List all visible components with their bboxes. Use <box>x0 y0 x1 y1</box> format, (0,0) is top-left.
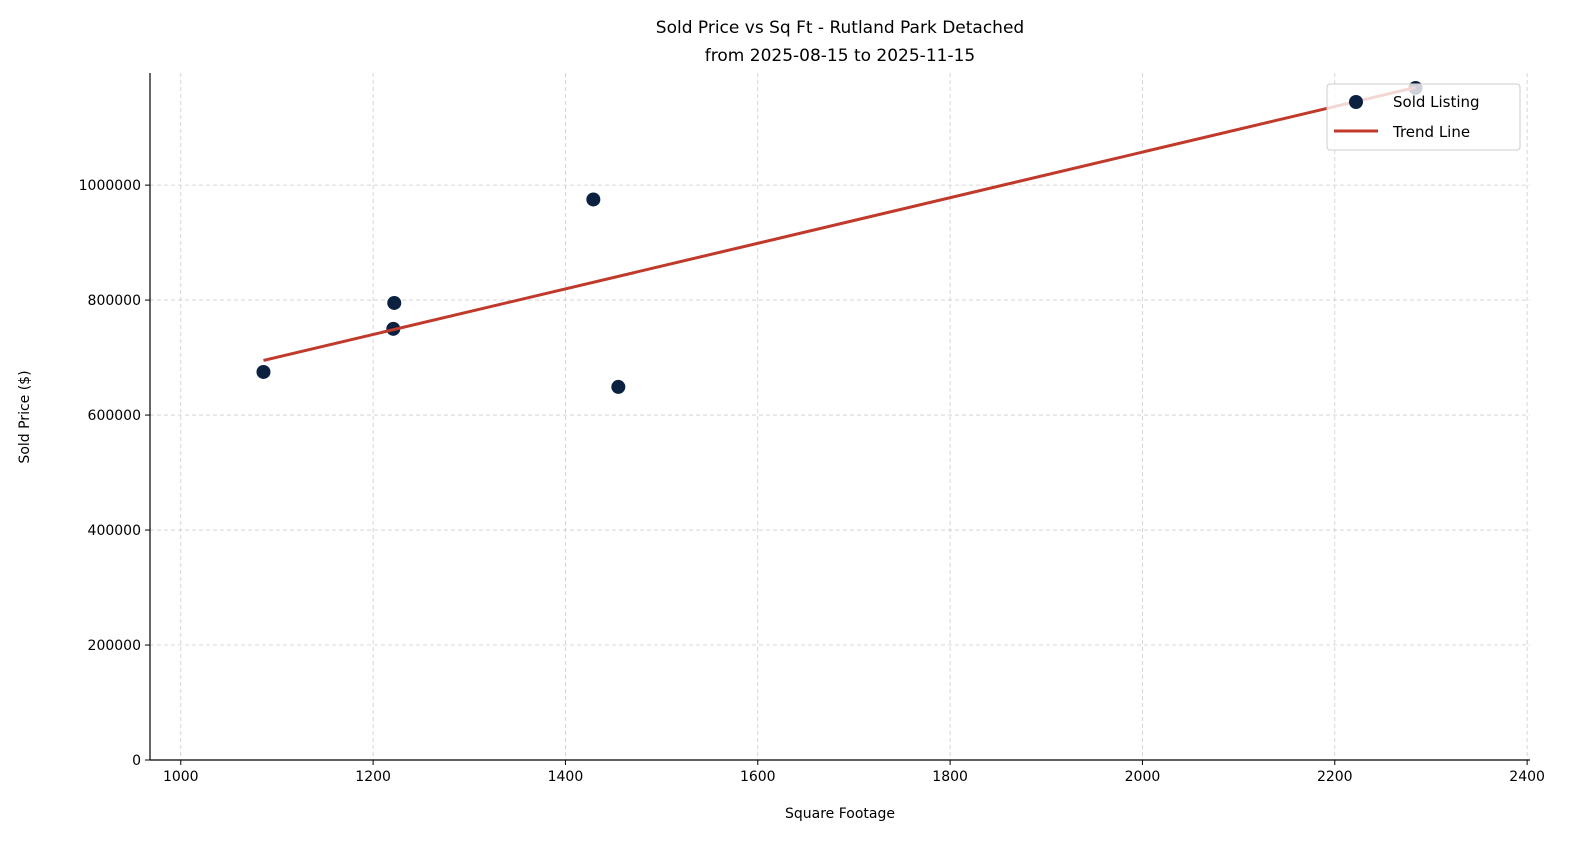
legend-marker-scatter <box>1349 95 1363 109</box>
trend-line <box>263 85 1416 362</box>
x-tick-label: 2200 <box>1317 769 1353 785</box>
marks <box>256 80 1423 394</box>
y-tick-label: 400000 <box>88 523 141 539</box>
x-tick-label: 1600 <box>740 769 776 785</box>
x-tick-label: 1800 <box>932 769 968 785</box>
grid <box>150 73 1530 761</box>
x-tick-label: 1000 <box>163 769 199 785</box>
ticks: 1000 1200 1400 1600 1800 2000 2200 2400 0 200000 4… <box>79 178 1545 785</box>
y-tick-label: 200000 <box>88 638 141 654</box>
chart-title: Sold Price vs Sq Ft - Rutland Park Detac… <box>656 18 1024 38</box>
legend: Sold Listing Trend Line <box>1326 83 1521 151</box>
x-tick-label: 2000 <box>1125 769 1161 785</box>
y-tick-label: 0 <box>132 753 141 769</box>
x-tick-label: 1400 <box>548 769 584 785</box>
scatter-point <box>611 379 626 394</box>
scatter-point <box>256 364 271 379</box>
chart-subtitle: from 2025-08-15 to 2025-11-15 <box>705 46 975 66</box>
y-tick-label: 800000 <box>88 293 141 309</box>
legend-label: Sold Listing <box>1393 93 1480 111</box>
scatter-point <box>586 192 601 207</box>
y-tick-label: 1000000 <box>79 178 141 194</box>
x-axis-label: Square Footage <box>785 806 895 822</box>
x-tick-label: 1200 <box>355 769 391 785</box>
y-tick-label: 600000 <box>88 408 141 424</box>
x-tick-label: 2400 <box>1509 769 1545 785</box>
y-axis-label: Sold Price ($) <box>17 370 33 463</box>
legend-label: Trend Line <box>1392 123 1470 141</box>
scatter-point <box>387 295 402 310</box>
